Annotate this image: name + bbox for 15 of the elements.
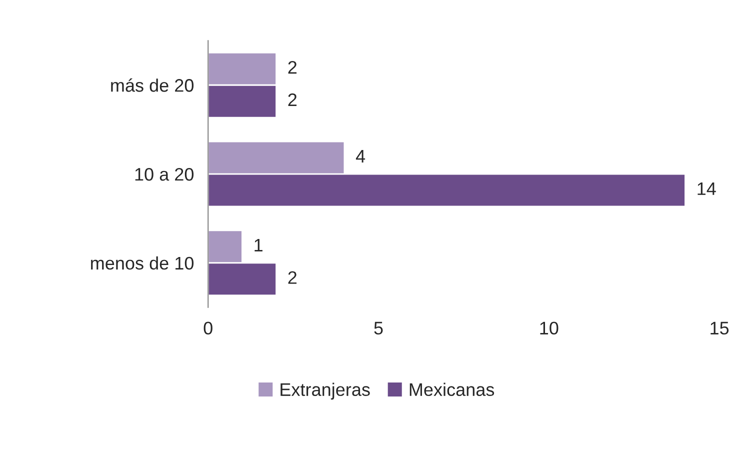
data-label: 1 xyxy=(254,238,262,252)
y-tick-label: 10 a 20 xyxy=(135,168,194,181)
data-label: 14 xyxy=(698,182,716,195)
data-label: 4 xyxy=(356,150,366,162)
data-label: 2 xyxy=(288,93,297,106)
y-tick-label: menos de 10 xyxy=(91,256,194,270)
x-tick-label: 0 xyxy=(204,322,212,335)
data-label: 2 xyxy=(288,271,297,284)
x-tick-label: 15 xyxy=(710,322,729,335)
x-tick-label: 5 xyxy=(374,322,383,335)
data-label: 2 xyxy=(288,60,297,74)
legend-label: Mexicanas xyxy=(410,382,494,396)
x-tick-label: 10 xyxy=(540,322,558,335)
y-tick-label: más de 20 xyxy=(111,78,194,92)
legend-label: Extranjeras xyxy=(280,382,370,400)
